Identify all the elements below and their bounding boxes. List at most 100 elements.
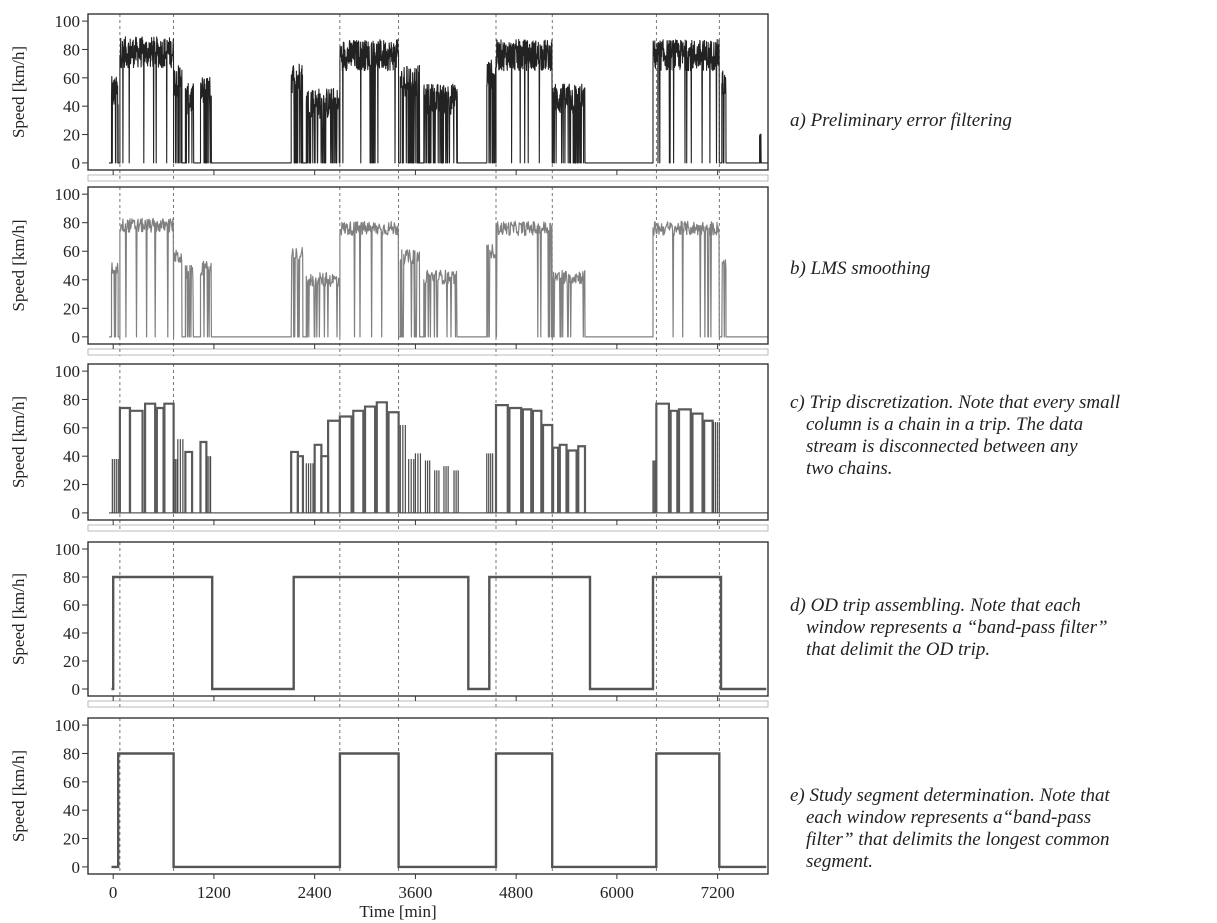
- caption-line: stream is disconnected between any: [806, 436, 1078, 457]
- plot-frame: [87, 717, 769, 875]
- panel-d: 0 20 40 60 80 100 Speed [km/h]: [9, 540, 769, 708]
- y-tick-label: 80: [63, 390, 80, 409]
- chain-bar: [338, 415, 353, 513]
- caption-a: a) Preliminary error filtering: [790, 110, 1210, 132]
- y-tick-label: 40: [63, 801, 80, 820]
- panel-e: 0 20 40 60 80 100 Speed [km/h] 0 1200 2400 3600 480…: [9, 716, 769, 921]
- caption-b: b) LMS smoothing: [790, 258, 1210, 280]
- chain-bar: [508, 406, 523, 513]
- x-axis-label: Time [min]: [359, 902, 436, 921]
- chain-bar: [521, 408, 533, 513]
- x-tick-label: 3600: [398, 883, 432, 902]
- y-tick-label: 0: [72, 680, 81, 699]
- y-tick-label: 60: [63, 69, 80, 88]
- panel-c: 0 20 40 60 80 100 Speed [km/h]: [9, 362, 769, 532]
- x-tick-label: 7200: [701, 883, 735, 902]
- y-tick-label: 80: [63, 744, 80, 763]
- caption-line: e) Study segment determination. Note tha…: [790, 785, 1110, 806]
- y-tick-label: 40: [63, 97, 80, 116]
- y-tick-label: 0: [72, 154, 81, 173]
- caption-line: window represents a “band-pass filter”: [806, 617, 1108, 638]
- caption-line: a) Preliminary error filtering: [790, 110, 1012, 131]
- y-tick-label: 20: [63, 476, 80, 495]
- y-axis-label: Speed [km/h]: [9, 219, 28, 311]
- chain-bar: [577, 445, 587, 513]
- chain-bar: [703, 419, 714, 513]
- x-tick-label: 1200: [197, 883, 231, 902]
- caption-line: b) LMS smoothing: [790, 258, 931, 279]
- y-tick-label: 100: [55, 716, 81, 735]
- panel-separator: [87, 174, 769, 182]
- panel-separator: [87, 348, 769, 356]
- chain-bar: [163, 402, 175, 513]
- x-tick-label: 6000: [600, 883, 634, 902]
- y-tick-label: 20: [63, 830, 80, 849]
- panel-separator: [87, 700, 769, 708]
- y-tick-label: 40: [63, 271, 80, 290]
- chain-bar: [531, 409, 543, 513]
- y-tick-label: 0: [72, 328, 81, 347]
- caption-line: column is a chain in a trip. The data: [806, 414, 1084, 435]
- y-tick-label: 80: [63, 214, 80, 233]
- window-line: [111, 752, 767, 869]
- y-tick-label: 40: [63, 447, 80, 466]
- y-tick-label: 60: [63, 596, 80, 615]
- y-axis-label: Speed [km/h]: [9, 396, 28, 488]
- chain-bar: [128, 409, 144, 513]
- y-tick-label: 60: [63, 773, 80, 792]
- series-line: [109, 217, 768, 338]
- chain-bar: [541, 423, 554, 513]
- caption-line: each window represents a“band-pass: [806, 807, 1092, 828]
- plot-area: [109, 217, 768, 338]
- y-axis-label: Speed [km/h]: [9, 573, 28, 665]
- panel-a: 0 20 40 60 80 100 Speed [km/h]: [9, 12, 769, 182]
- window-line: [111, 575, 767, 691]
- caption-e: e) Study segment determination. Note tha…: [790, 785, 1210, 873]
- plot-frame: [87, 186, 769, 345]
- plot-frame: [87, 13, 769, 171]
- chain-bar: [118, 406, 132, 513]
- panels: 0 20 40 60 80 100 Speed [km/h] 0 20 40 60 80 100 Spee…: [9, 12, 769, 921]
- y-tick-label: 20: [63, 299, 80, 318]
- caption-line: filter” that delimits the longest common: [806, 829, 1110, 850]
- y-tick-label: 60: [63, 419, 80, 438]
- x-tick-label: 0: [109, 883, 118, 902]
- chain-bar: [387, 411, 400, 513]
- chain-bar: [551, 446, 560, 513]
- chain-bar: [143, 402, 157, 513]
- y-tick-label: 100: [55, 540, 81, 559]
- chain-bar: [155, 406, 165, 513]
- plot-area: [109, 36, 768, 164]
- plot-area: [108, 401, 768, 514]
- y-axis-label: Speed [km/h]: [9, 46, 28, 138]
- chain-bar: [677, 408, 692, 513]
- panel-b: 0 20 40 60 80 100 Speed [km/h]: [9, 185, 769, 356]
- chain-bar: [199, 440, 208, 513]
- chain-bar: [669, 409, 679, 513]
- y-tick-label: 100: [55, 12, 81, 31]
- caption-line: segment.: [806, 851, 874, 872]
- y-tick-label: 0: [72, 858, 81, 877]
- caption-line: two chains.: [806, 458, 893, 479]
- y-tick-label: 20: [63, 652, 80, 671]
- chain-bar: [363, 405, 377, 513]
- chain-bar: [352, 409, 365, 513]
- chain-bar: [326, 419, 341, 513]
- plot-frame: [87, 541, 769, 697]
- chain-bar: [296, 455, 305, 513]
- panel-separator: [87, 524, 769, 532]
- caption-line: d) OD trip assembling. Note that each: [790, 595, 1081, 616]
- series-line: [109, 36, 768, 164]
- y-tick-label: 60: [63, 242, 80, 261]
- plot-area: [111, 575, 767, 691]
- caption-c: c) Trip discretization. Note that every …: [790, 392, 1210, 480]
- x-tick-label: 4800: [499, 883, 533, 902]
- chain-bar: [655, 402, 671, 513]
- y-tick-label: 100: [55, 185, 81, 204]
- caption-line: that delimit the OD trip.: [806, 639, 991, 660]
- chain-bar: [184, 450, 194, 513]
- caption-d: d) OD trip assembling. Note that each wi…: [790, 595, 1210, 661]
- chain-bar: [558, 443, 568, 513]
- plot-area: [111, 752, 767, 869]
- y-tick-label: 40: [63, 624, 80, 643]
